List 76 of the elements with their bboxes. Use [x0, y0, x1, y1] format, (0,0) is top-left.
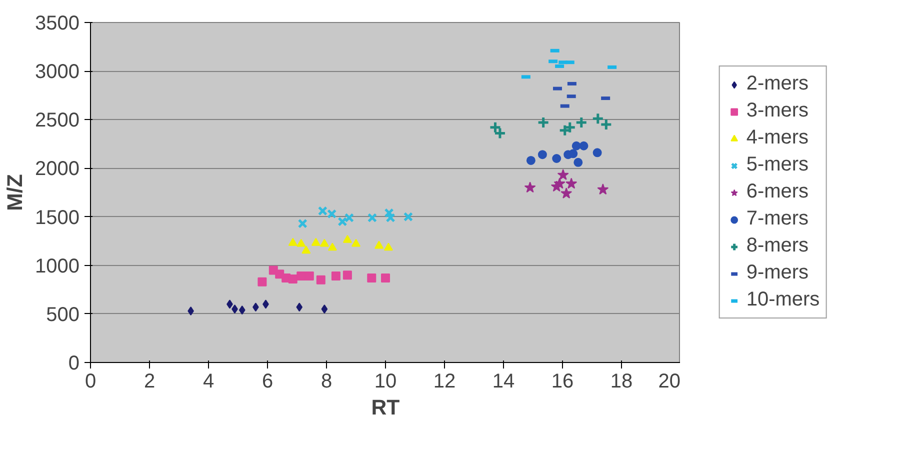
point [320, 238, 329, 247]
legend-label: 9-mers [746, 262, 809, 284]
point [316, 275, 326, 284]
legend-label: 2-mers [746, 72, 809, 96]
legend-label: 6-mers [746, 180, 809, 204]
point [403, 212, 413, 222]
point [384, 208, 394, 218]
x-tick-label: 14 [492, 370, 515, 392]
point [597, 184, 609, 195]
point [238, 306, 246, 315]
point [374, 240, 384, 249]
point [304, 272, 314, 281]
point [298, 218, 308, 228]
y-tick-label: 0 [68, 352, 80, 374]
point [552, 154, 562, 163]
point [600, 118, 612, 131]
x-tick-label: 10 [374, 370, 397, 392]
point [331, 272, 340, 281]
point [367, 212, 378, 223]
point [342, 234, 352, 243]
x-axis-title: RT [371, 396, 400, 420]
legend-label: 8-mers [746, 234, 809, 258]
point [384, 242, 393, 251]
x-tick-label: 20 [658, 370, 681, 392]
x-tick-label: 2 [144, 370, 156, 392]
point [488, 121, 502, 134]
legend-label: 4-mers [746, 126, 809, 150]
legend-label: 7-mers [746, 208, 809, 230]
point [296, 272, 306, 281]
point [494, 126, 506, 140]
point [579, 141, 588, 150]
point [352, 238, 360, 247]
y-tick-label: 500 [46, 304, 80, 326]
y-tick-label: 3000 [35, 61, 80, 84]
x-tick-label: 12 [433, 370, 456, 392]
point [302, 246, 311, 254]
point [288, 274, 298, 284]
y-tick-label: 2500 [35, 110, 80, 132]
x-tick-label: 8 [320, 370, 332, 392]
point [592, 148, 602, 158]
point [328, 242, 337, 251]
y-tick-label: 1500 [35, 206, 80, 229]
point [342, 270, 352, 280]
point [296, 238, 306, 247]
point [524, 182, 536, 193]
y-tick-label: 2000 [35, 158, 80, 180]
point [575, 116, 588, 129]
point [592, 112, 604, 125]
legend-label: 10-mers [746, 288, 820, 312]
point [381, 273, 390, 282]
point [572, 141, 581, 150]
y-axis-title: M/Z [3, 174, 28, 211]
x-tick-label: 4 [202, 370, 214, 392]
point [554, 178, 566, 189]
y-tick-label: 1000 [35, 255, 80, 278]
x-tick-label: 0 [84, 370, 96, 392]
point [311, 238, 320, 246]
x-tick-label: 18 [610, 370, 633, 392]
legend-label: 5-mers [746, 154, 809, 176]
y-tick-label: 3500 [35, 12, 80, 34]
point [288, 238, 298, 246]
point [557, 169, 569, 180]
point [321, 304, 328, 314]
point [560, 187, 572, 198]
point [386, 212, 396, 223]
legend-label: 3-mers [746, 100, 809, 122]
point [296, 302, 303, 312]
point [566, 178, 578, 189]
point [258, 277, 267, 286]
x-tick-label: 6 [262, 370, 274, 392]
x-tick-label: 16 [551, 370, 574, 392]
point [538, 150, 547, 160]
point [367, 273, 376, 282]
point [537, 116, 550, 129]
point [574, 158, 583, 167]
point [526, 156, 536, 165]
